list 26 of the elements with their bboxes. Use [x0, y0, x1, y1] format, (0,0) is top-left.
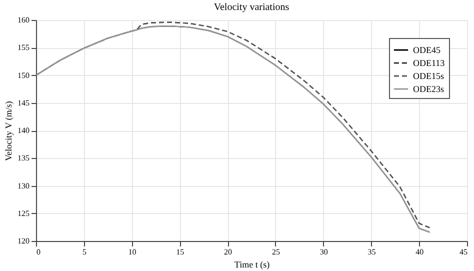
- y-tick-label: 120: [18, 236, 30, 246]
- y-tick-label: 155: [18, 43, 30, 52]
- x-axis-title: Time t (s): [234, 260, 270, 270]
- y-tick-label: 125: [18, 208, 30, 218]
- legend-label: ODE23s: [413, 84, 444, 94]
- x-tick-label: 15: [176, 248, 184, 256]
- x-tick-label: 45: [460, 248, 468, 256]
- x-tick-label: 40: [416, 248, 424, 256]
- x-tick-label: 30: [320, 248, 328, 256]
- x-tick-label: 5: [82, 248, 86, 256]
- y-axis-title: Velocity V (m/s): [4, 101, 14, 161]
- y-tick-label: 145: [18, 98, 30, 108]
- x-tick-label: 20: [224, 248, 232, 256]
- y-tick-label: 160: [18, 16, 30, 24]
- x-tick-label: 0: [36, 248, 40, 256]
- legend-label: ODE113: [413, 58, 446, 68]
- x-tick-label: 35: [368, 248, 376, 256]
- y-tick-label: 150: [18, 70, 30, 80]
- y-tick-label: 135: [18, 154, 30, 163]
- x-tick-label: 25: [272, 248, 280, 256]
- legend-label: ODE15s: [413, 71, 444, 81]
- x-tick-label: 10: [128, 248, 136, 256]
- y-tick-label: 140: [18, 126, 30, 135]
- y-tick-label: 130: [18, 181, 30, 190]
- chart-title: Velocity variations: [214, 2, 290, 13]
- legend-label: ODE45: [413, 45, 441, 55]
